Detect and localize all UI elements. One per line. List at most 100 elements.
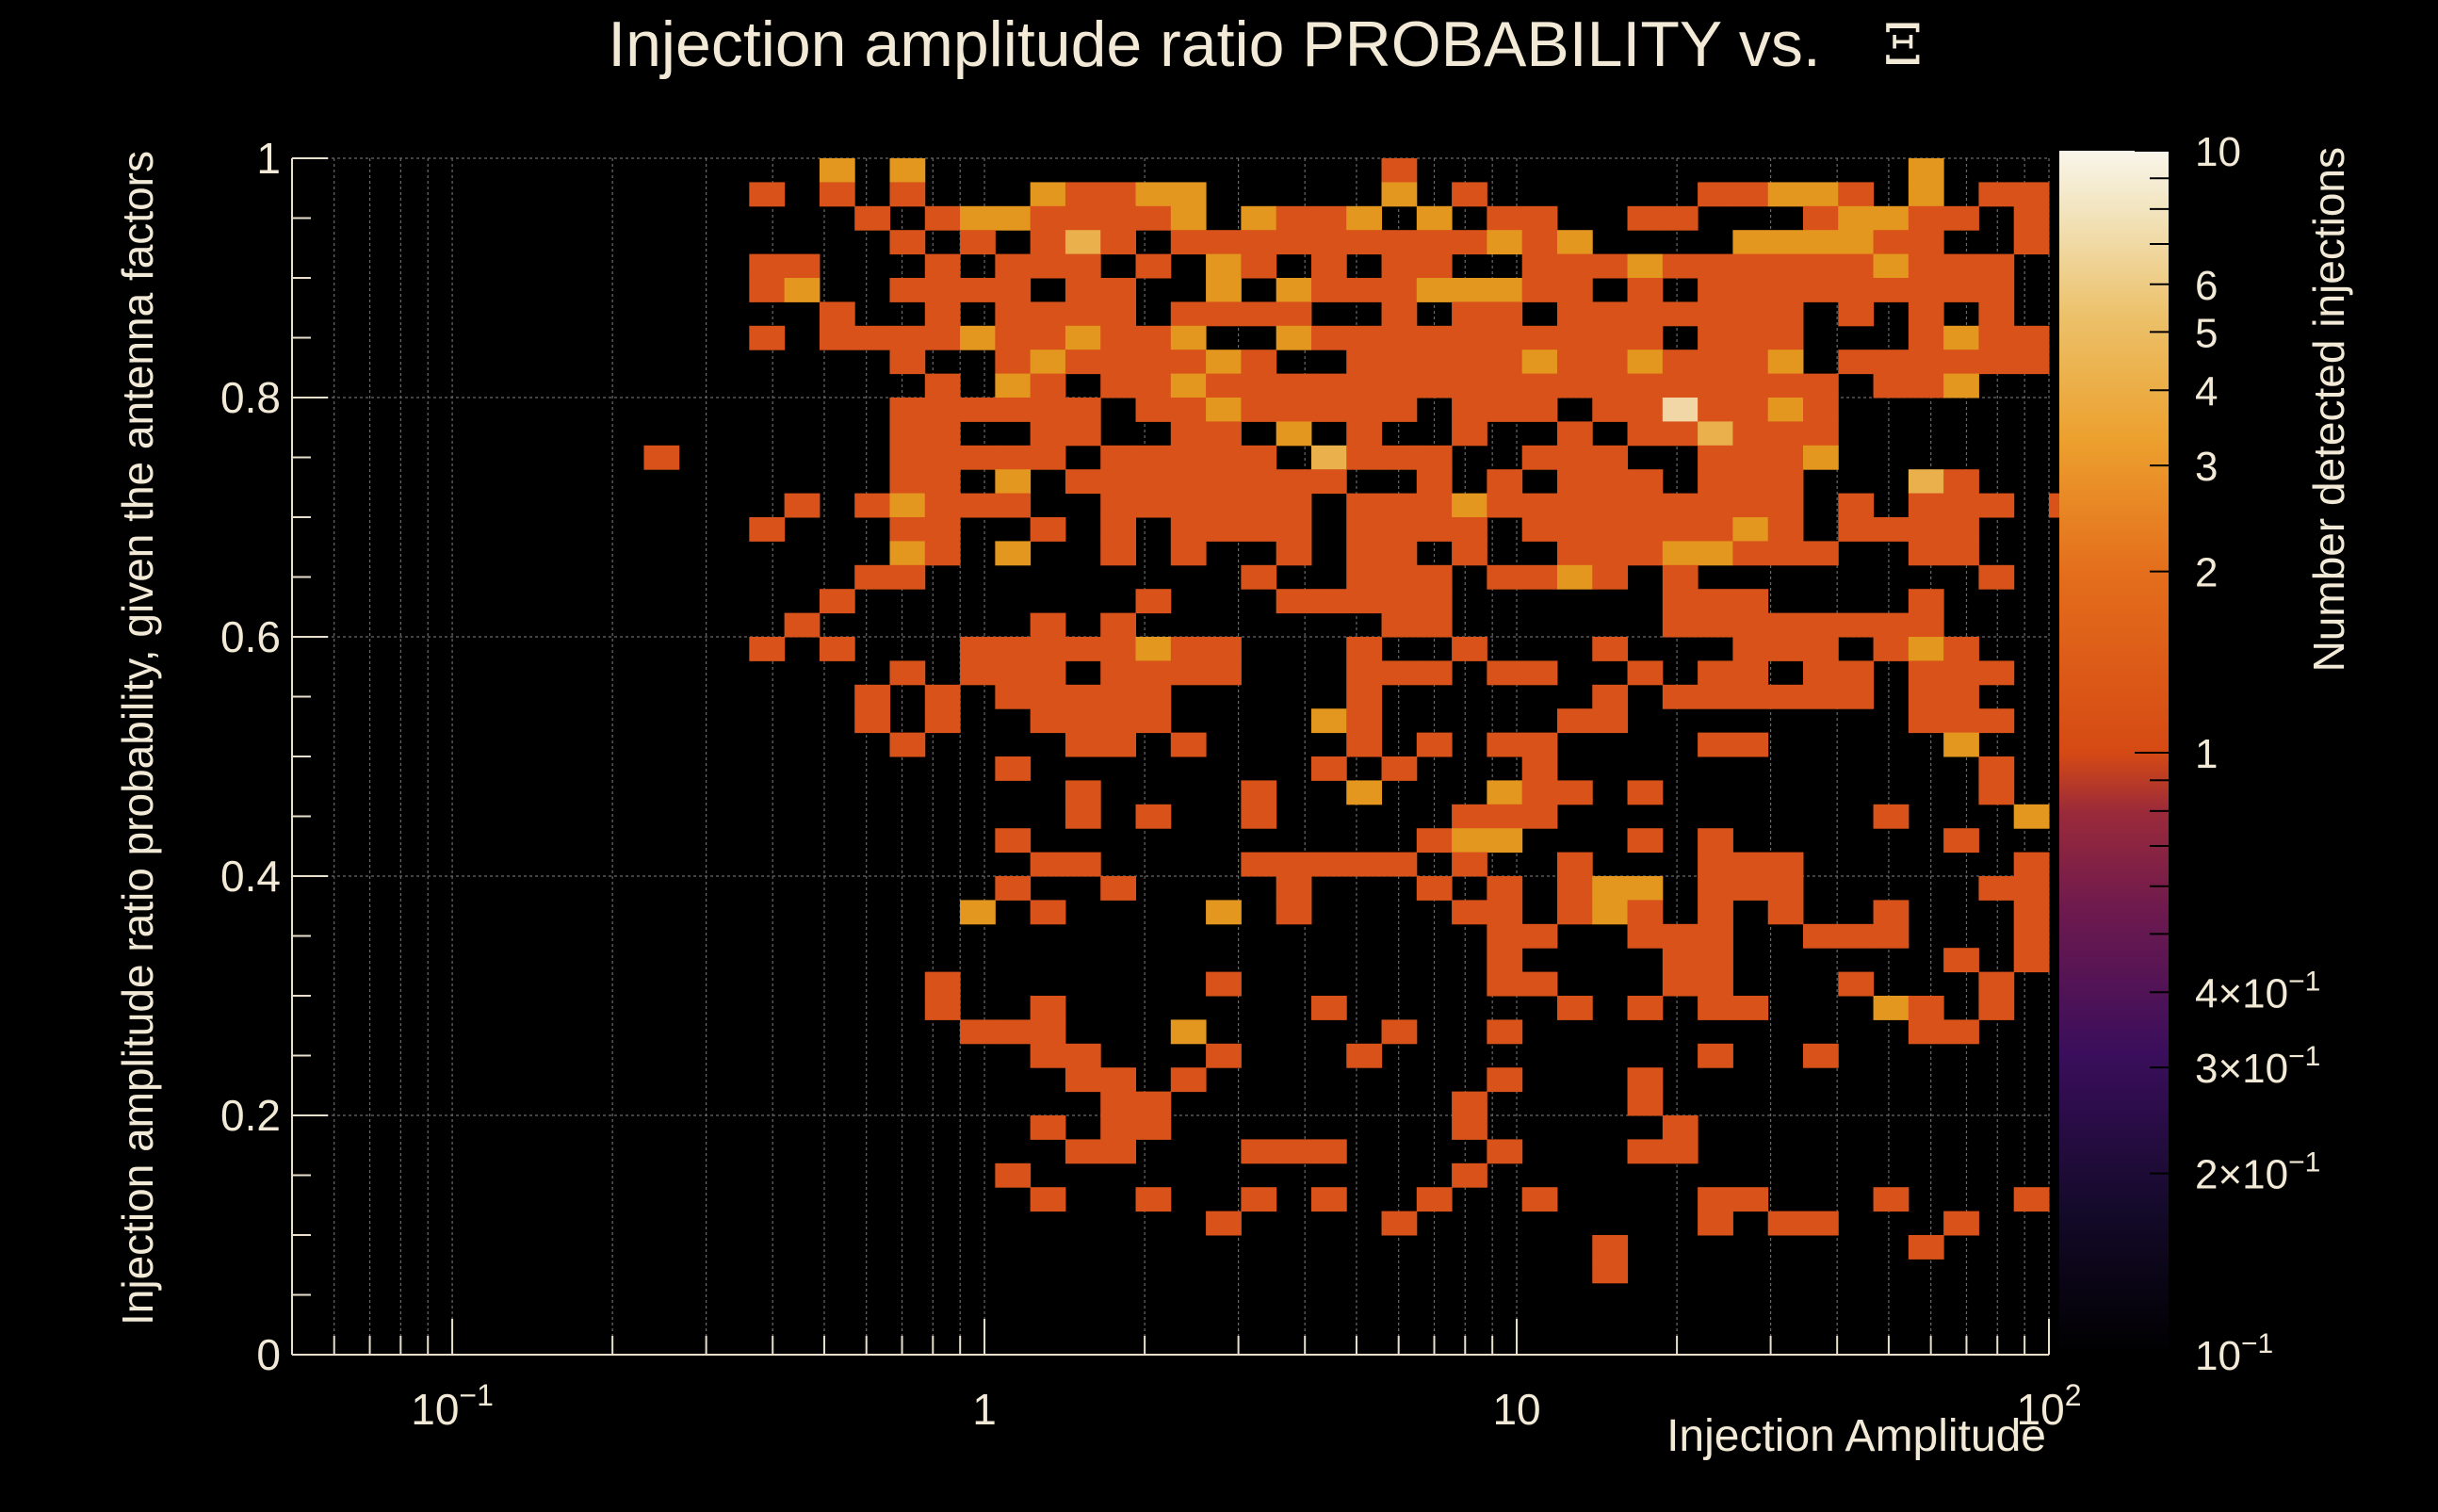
heatmap-cell	[889, 564, 926, 590]
heatmap-cell	[1521, 564, 1558, 590]
heatmap-cell	[1030, 684, 1066, 709]
heatmap-cell	[819, 637, 855, 661]
heatmap-cell	[924, 971, 961, 997]
heatmap-cell	[1556, 230, 1593, 255]
heatmap-cell	[1452, 517, 1487, 542]
heatmap-cell	[1276, 852, 1312, 877]
heatmap-cell	[1908, 230, 1944, 255]
heatmap-cell	[1662, 517, 1698, 542]
heatmap-cell	[1452, 828, 1487, 854]
heatmap-cell	[1065, 804, 1101, 829]
heatmap-cell	[1206, 278, 1242, 302]
heatmap-cell	[1662, 541, 1698, 566]
heatmap-cell	[1732, 493, 1769, 518]
heatmap-cell	[1381, 301, 1418, 327]
heatmap-cell	[995, 205, 1032, 231]
heatmap-cell	[1802, 684, 1839, 709]
heatmap-cell	[1310, 469, 1347, 495]
heatmap-cell	[1978, 493, 2015, 518]
y-tick-label: 0.8	[220, 373, 281, 422]
heatmap-cell	[1241, 301, 1277, 327]
heatmap-cell	[1556, 996, 1593, 1020]
heatmap-cell	[1592, 1235, 1629, 1260]
heatmap-cell	[1592, 493, 1629, 518]
heatmap-cell	[1662, 350, 1698, 375]
heatmap-cell	[1908, 660, 1944, 686]
heatmap-cell	[1662, 253, 1698, 279]
heatmap-cell	[1100, 230, 1137, 255]
heatmap-cell	[1206, 373, 1242, 398]
heatmap-cell	[1135, 1115, 1172, 1140]
heatmap-cell	[1416, 325, 1453, 350]
heatmap-cell	[1170, 182, 1207, 207]
heatmap-cell	[1627, 828, 1664, 854]
heatmap-cell	[784, 278, 821, 302]
heatmap-cell	[1100, 205, 1137, 231]
heatmap-cell	[1802, 660, 1839, 686]
heatmap-cell	[924, 373, 961, 398]
heatmap-cell	[960, 637, 996, 661]
heatmap-cell	[1452, 421, 1487, 447]
heatmap-cell	[1030, 637, 1066, 661]
heatmap-cell	[995, 325, 1032, 350]
heatmap-cell	[1065, 708, 1101, 734]
heatmap-cell	[643, 445, 680, 470]
heatmap-cell	[1627, 996, 1664, 1020]
color-scale-tick-label: 2	[2195, 550, 2218, 596]
heatmap-cell	[1065, 684, 1101, 709]
heatmap-cell	[1592, 373, 1629, 398]
heatmap-cell	[924, 253, 961, 279]
heatmap-cell	[1241, 1139, 1277, 1164]
heatmap-cell	[1346, 421, 1383, 447]
heatmap-cell	[1556, 325, 1593, 350]
heatmap-cell	[1030, 1115, 1066, 1140]
heatmap-cell	[1170, 517, 1207, 542]
heatmap-cell	[1030, 612, 1066, 638]
heatmap-cell	[1100, 1139, 1137, 1164]
heatmap-cell	[1346, 564, 1383, 590]
heatmap-cell	[1452, 637, 1487, 661]
heatmap-cell	[784, 253, 821, 279]
heatmap-cell	[1698, 996, 1733, 1020]
heatmap-cell	[1592, 1259, 1629, 1284]
heatmap-cell	[1838, 205, 1875, 231]
heatmap-cell	[1978, 182, 2015, 207]
heatmap-cell	[1452, 278, 1487, 302]
heatmap-cell	[1100, 350, 1137, 375]
heatmap-cell	[1943, 325, 1979, 350]
heatmap-cell	[1135, 708, 1172, 734]
heatmap-cell	[1802, 278, 1839, 302]
heatmap-cell	[1276, 301, 1312, 327]
heatmap-cell	[1452, 230, 1487, 255]
heatmap-cell	[1310, 253, 1347, 279]
heatmap-cell	[1592, 301, 1629, 327]
heatmap-cell	[1873, 804, 1910, 829]
heatmap-cell	[1627, 398, 1664, 422]
heatmap-cell	[1521, 923, 1558, 949]
heatmap-cell	[1838, 350, 1875, 375]
heatmap-cell	[1627, 301, 1664, 327]
heatmap-cell	[960, 230, 996, 255]
heatmap-cell	[1381, 589, 1418, 614]
heatmap-cell	[1908, 182, 1944, 207]
heatmap-cell	[1943, 373, 1979, 398]
heatmap-cell	[1521, 780, 1558, 805]
heatmap-cell	[1698, 732, 1733, 757]
heatmap-cell	[1732, 660, 1769, 686]
heatmap-cell	[889, 398, 926, 422]
color-scale-tick-label: 1	[2195, 731, 2218, 777]
heatmap-cell	[1698, 589, 1733, 614]
heatmap-cell	[1170, 421, 1207, 447]
heatmap-cell	[1521, 804, 1558, 829]
heatmap-cell	[1767, 876, 1804, 901]
heatmap-cell	[1838, 493, 1875, 518]
heatmap-cell	[1100, 445, 1137, 470]
heatmap-cell	[1732, 253, 1769, 279]
heatmap-cell	[1206, 301, 1242, 327]
x-tick-label: 1	[972, 1385, 997, 1434]
heatmap-cell	[1241, 373, 1277, 398]
heatmap-cell	[1381, 852, 1418, 877]
heatmap-cell	[1943, 1211, 1979, 1236]
heatmap-cell	[1170, 469, 1207, 495]
heatmap-cell	[1521, 732, 1558, 757]
